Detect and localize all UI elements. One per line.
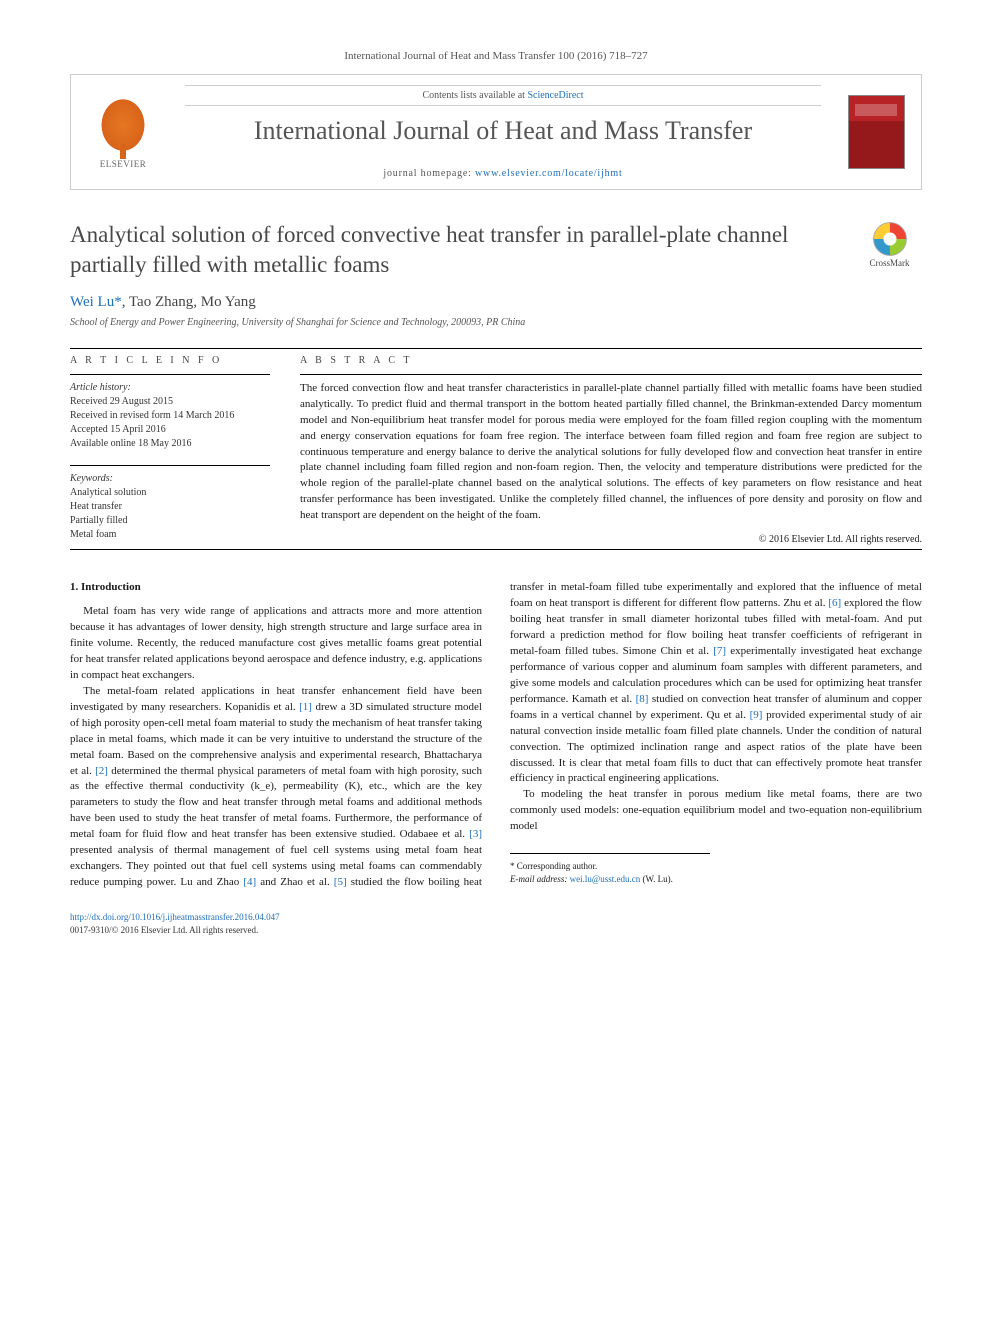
authors-line: Wei Lu*, Tao Zhang, Mo Yang — [70, 294, 922, 311]
keyword-4: Metal foam — [70, 529, 116, 540]
history-received: Received 29 August 2015 — [70, 396, 173, 407]
article-info-label: A R T I C L E I N F O — [70, 355, 270, 366]
authors-rest: , Tao Zhang, Mo Yang — [122, 294, 256, 310]
keyword-3: Partially filled — [70, 515, 128, 526]
history-label: Article history: — [70, 382, 131, 393]
keyword-2: Heat transfer — [70, 501, 122, 512]
article-body: 1. Introduction Metal foam has very wide… — [70, 580, 922, 891]
email-link[interactable]: wei.lu@usst.edu.cn — [570, 874, 641, 884]
author-link-1[interactable]: Wei Lu — [70, 294, 114, 310]
corresponding-marker[interactable]: * — [114, 294, 122, 310]
email-label: E-mail address: — [510, 874, 570, 884]
abstract-column: A B S T R A C T The forced convection fl… — [300, 355, 922, 545]
crossmark-badge[interactable]: CrossMark — [857, 222, 922, 270]
article-history: Article history: Received 29 August 2015… — [70, 374, 270, 451]
abstract-label: A B S T R A C T — [300, 355, 922, 366]
body-paragraph-4: To modeling the heat transfer in porous … — [510, 787, 922, 835]
ref-link-7[interactable]: [7] — [713, 645, 726, 657]
ref-link-5[interactable]: [5] — [334, 876, 347, 888]
article-title-text: Analytical solution of forced convective… — [70, 222, 788, 277]
article-info-column: A R T I C L E I N F O Article history: R… — [70, 355, 270, 545]
doi-link[interactable]: http://dx.doi.org/10.1016/j.ijheatmasstr… — [70, 912, 280, 922]
publisher-label: ELSEVIER — [100, 159, 147, 169]
journal-header: ELSEVIER Contents lists available at Sci… — [70, 74, 922, 190]
journal-cover-block — [831, 75, 921, 189]
affiliation: School of Energy and Power Engineering, … — [70, 317, 922, 328]
publisher-logo-block: ELSEVIER — [71, 75, 175, 189]
corresponding-footer: * Corresponding author. E-mail address: … — [510, 853, 710, 885]
homepage-prefix: journal homepage: — [383, 168, 475, 179]
ref-link-3[interactable]: [3] — [469, 828, 482, 840]
crossmark-label: CrossMark — [870, 258, 910, 268]
keyword-1: Analytical solution — [70, 487, 146, 498]
keywords-label: Keywords: — [70, 473, 113, 484]
ref-link-6[interactable]: [6] — [828, 597, 841, 609]
journal-title: International Journal of Heat and Mass T… — [175, 116, 831, 146]
article-title: Analytical solution of forced convective… — [70, 220, 842, 280]
section-heading-intro: 1. Introduction — [70, 580, 482, 596]
abstract-text: The forced convection flow and heat tran… — [300, 374, 922, 524]
body-paragraph-1: Metal foam has very wide range of applic… — [70, 604, 482, 684]
history-revised: Received in revised form 14 March 2016 — [70, 410, 234, 421]
keywords-block: Keywords: Analytical solution Heat trans… — [70, 465, 270, 542]
sciencedirect-link[interactable]: ScienceDirect — [527, 90, 583, 101]
ref-link-9[interactable]: [9] — [750, 709, 763, 721]
journal-header-center: Contents lists available at ScienceDirec… — [175, 75, 831, 189]
contents-available-line: Contents lists available at ScienceDirec… — [185, 85, 821, 106]
ref-link-1[interactable]: [1] — [299, 701, 312, 713]
ref-link-2[interactable]: [2] — [95, 765, 108, 777]
history-accepted: Accepted 15 April 2016 — [70, 424, 166, 435]
body-text: determined the thermal physical paramete… — [70, 765, 482, 841]
contents-prefix: Contents lists available at — [422, 90, 527, 101]
elsevier-tree-icon — [98, 95, 148, 155]
divider-full — [70, 549, 922, 550]
divider — [70, 348, 922, 349]
doi-block: http://dx.doi.org/10.1016/j.ijheatmasstr… — [70, 911, 922, 936]
corresponding-label: * Corresponding author. — [510, 861, 597, 871]
journal-reference: International Journal of Heat and Mass T… — [70, 50, 922, 62]
body-text: and Zhao et al. — [256, 876, 334, 888]
crossmark-icon — [873, 222, 907, 256]
journal-homepage-link[interactable]: www.elsevier.com/locate/ijhmt — [475, 168, 623, 179]
abstract-copyright: © 2016 Elsevier Ltd. All rights reserved… — [300, 534, 922, 545]
ref-link-8[interactable]: [8] — [636, 693, 649, 705]
ref-link-4[interactable]: [4] — [243, 876, 256, 888]
email-who: (W. Lu). — [640, 874, 673, 884]
issn-copyright: 0017-9310/© 2016 Elsevier Ltd. All right… — [70, 925, 258, 935]
journal-homepage-line: journal homepage: www.elsevier.com/locat… — [175, 168, 831, 179]
journal-cover-thumb — [848, 95, 905, 169]
history-online: Available online 18 May 2016 — [70, 438, 191, 449]
